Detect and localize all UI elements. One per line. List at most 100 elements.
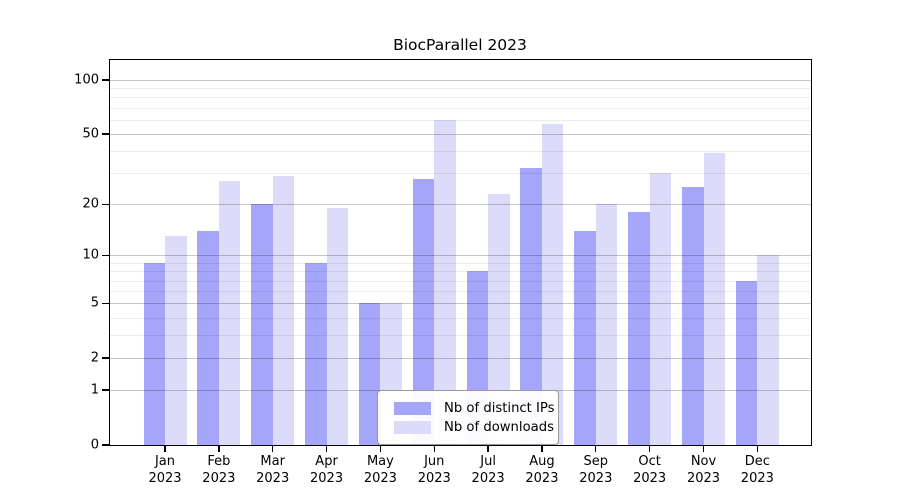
x-tick-label-feb: Feb 2023 — [187, 453, 251, 487]
x-tick-label-aug: Aug 2023 — [510, 453, 574, 487]
x-label-month: Jun — [424, 454, 445, 469]
bar-aug-downloads — [541, 123, 564, 445]
x-tick-jun — [433, 445, 435, 452]
x-tick-label-dec: Dec 2023 — [725, 453, 789, 487]
minor-gridline-9 — [110, 262, 811, 264]
minor-gridline-90 — [110, 88, 811, 90]
y-tick-label-1: 1 — [90, 382, 99, 398]
major-gridline-2 — [110, 358, 811, 360]
minor-gridline-8 — [110, 271, 811, 273]
x-tick-aug — [541, 445, 543, 452]
x-tick-oct — [648, 445, 651, 452]
x-label-year: 2023 — [579, 471, 613, 486]
x-label-month: Jan — [154, 454, 176, 469]
x-label-month: Aug — [529, 454, 555, 469]
y-tick-label-50: 50 — [82, 126, 99, 142]
bar-oct-downloads — [649, 173, 672, 445]
bar-may-distinct-ips — [358, 303, 381, 445]
bars-layer — [110, 60, 811, 445]
bar-sep-distinct-ips — [574, 230, 596, 445]
major-gridline-50 — [110, 134, 811, 136]
x-label-month: Sep — [583, 454, 609, 469]
x-tick-label-mar: Mar 2023 — [241, 453, 305, 487]
bar-apr-distinct-ips — [305, 262, 327, 445]
bar-feb-downloads — [218, 181, 241, 445]
legend-swatch-downloads — [394, 420, 431, 434]
bar-jun-downloads — [434, 119, 456, 445]
bar-feb-distinct-ips — [197, 230, 219, 445]
bar-jan-downloads — [165, 236, 187, 445]
x-label-year: 2023 — [310, 471, 344, 486]
x-tick-nov — [702, 445, 705, 452]
chart-title: BiocParallel 2023 — [393, 36, 527, 54]
x-tick-label-apr: Apr 2023 — [295, 453, 359, 487]
x-tick-may — [379, 445, 382, 452]
major-gridline-100 — [110, 79, 811, 81]
legend-item-downloads: Nb of downloads — [378, 420, 558, 435]
minor-gridline-80 — [110, 97, 811, 99]
legend-item-distinct-ips: Nb of distinct IPs — [378, 401, 558, 416]
x-label-month: Nov — [690, 454, 717, 469]
x-tick-jul — [487, 445, 489, 452]
x-tick-label-jul: Jul 2023 — [456, 453, 520, 487]
x-label-month: Oct — [638, 454, 661, 469]
bar-dec-distinct-ips — [735, 280, 758, 445]
bar-nov-distinct-ips — [682, 187, 704, 445]
bar-sep-downloads — [595, 204, 618, 445]
minor-gridline-60 — [110, 119, 811, 121]
y-tick-20 — [102, 203, 110, 205]
y-tick-100 — [102, 79, 110, 81]
x-tick-sep — [595, 445, 597, 452]
x-tick-feb — [218, 445, 220, 452]
bar-dec-downloads — [757, 255, 779, 445]
x-label-year: 2023 — [525, 471, 559, 486]
minor-gridline-3 — [110, 335, 811, 337]
legend-label-downloads: Nb of downloads — [444, 419, 554, 435]
gridlines-layer — [110, 60, 811, 445]
major-gridline-5 — [110, 303, 811, 305]
minor-gridline-40 — [110, 151, 811, 153]
y-tick-50 — [102, 133, 110, 135]
y-tick-label-100: 100 — [74, 72, 99, 88]
y-tick-0 — [102, 444, 110, 446]
bar-nov-downloads — [703, 153, 725, 445]
legend-swatch-distinct-ips — [394, 401, 431, 415]
plot-area: Nb of distinct IPs Nb of downloads — [108, 58, 812, 446]
major-gridline-20 — [110, 204, 811, 206]
x-tick-label-may: May 2023 — [348, 453, 412, 487]
bar-jan-distinct-ips — [143, 262, 165, 445]
legend: Nb of distinct IPs Nb of downloads — [377, 390, 559, 445]
minor-gridline-7 — [110, 280, 811, 282]
bar-jun-distinct-ips — [412, 178, 435, 445]
x-tick-label-nov: Nov 2023 — [672, 453, 736, 487]
bar-oct-distinct-ips — [628, 212, 650, 445]
x-tick-label-oct: Oct 2023 — [618, 453, 682, 487]
y-tick-label-20: 20 — [82, 196, 99, 212]
x-tick-dec — [756, 445, 759, 452]
x-label-month: May — [366, 454, 394, 469]
bar-apr-downloads — [326, 208, 349, 445]
x-label-month: Feb — [207, 454, 231, 469]
y-tick-5 — [102, 302, 110, 304]
y-tick-2 — [102, 357, 110, 359]
legend-label-distinct-ips: Nb of distinct IPs — [444, 400, 555, 416]
x-label-year: 2023 — [471, 471, 505, 486]
y-tick-10 — [102, 254, 110, 257]
x-label-year: 2023 — [740, 471, 774, 486]
x-label-year: 2023 — [363, 471, 397, 486]
x-tick-mar — [272, 445, 274, 452]
x-label-year: 2023 — [148, 471, 182, 486]
bar-mar-downloads — [272, 175, 295, 445]
x-tick-label-jan: Jan 2023 — [133, 453, 197, 487]
bar-jul-downloads — [488, 193, 510, 445]
minor-gridline-70 — [110, 107, 811, 109]
x-label-year: 2023 — [686, 471, 721, 486]
x-label-month: Apr — [315, 454, 338, 469]
x-label-year: 2023 — [202, 471, 236, 486]
x-label-year: 2023 — [256, 471, 290, 486]
x-label-month: Mar — [260, 454, 285, 469]
y-tick-label-10: 10 — [82, 247, 99, 263]
x-tick-label-sep: Sep 2023 — [564, 453, 628, 487]
y-tick-1 — [102, 389, 110, 391]
